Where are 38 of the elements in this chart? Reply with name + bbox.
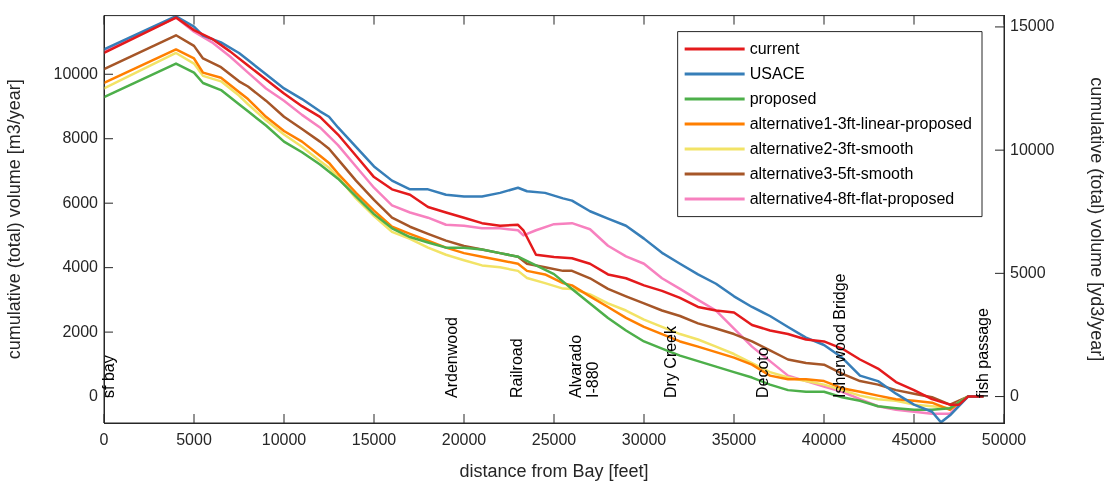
y2-axis-title: cumulative (total) volume [yd3/year] [1087,77,1108,362]
y2-tick-label: 15000 [1010,17,1055,35]
legend-label: USACE [749,64,805,82]
y-tick-label: 0 [89,386,99,404]
y2-tick-label: 10000 [1010,140,1055,158]
x-tick-label: 20000 [441,431,487,449]
x-axis-title: distance from Bay [feet] [459,461,649,482]
y-tick-label: 6000 [62,193,99,211]
legend-label: alternative2-3ft-smooth [749,139,914,157]
legend-label: alternative3-5ft-smooth [749,164,914,182]
annotation: sf bay [99,355,117,398]
x-tick-label: 40000 [801,431,847,449]
annotation: Dry Creek [662,324,680,398]
x-tick-label: 10000 [261,431,307,449]
y2-tick-label: 0 [1010,386,1019,404]
annotation: Ardenwood [442,317,460,398]
x-tick-label: 50000 [981,431,1027,449]
annotation: Decoto [754,347,772,398]
y-tick-label: 8000 [62,129,99,147]
x-tick-label: 30000 [621,431,667,449]
y2-tick-label: 5000 [1010,263,1046,281]
x-tick-label: 45000 [891,431,937,449]
legend-label: alternative4-8ft-flat-proposed [749,189,955,207]
legend-label: current [749,39,801,57]
annotation: Isherwood Bridge [830,273,848,398]
x-tick-label: 15000 [351,431,397,449]
annotation: Railroad [508,338,526,398]
x-tick-label: 5000 [176,431,212,449]
y-axis-title: cumulative (total) volume [m3/year] [3,79,24,360]
x-tick-label: 25000 [531,431,577,449]
x-tick-label: 35000 [711,431,757,449]
legend-label: proposed [749,89,817,107]
annotation: Alvarado I-880 [566,334,601,398]
y-tick-label: 2000 [62,322,99,340]
y-tick-label: 4000 [62,258,99,276]
annotation: fish passage [973,308,991,398]
legend-label: alternative1-3ft-linear-proposed [749,114,972,132]
y-tick-label: 10000 [53,64,99,82]
